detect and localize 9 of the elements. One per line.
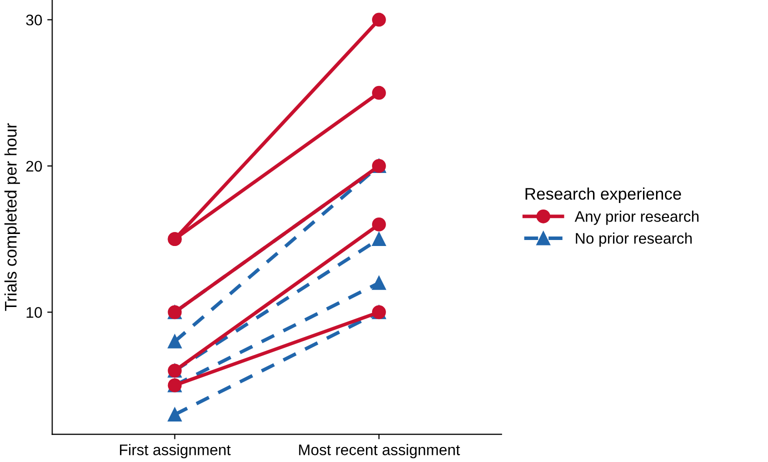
y-tick-label: 30 (26, 14, 42, 26)
legend-label: Any prior research (574, 210, 698, 225)
y-tick-label: 20 (26, 160, 42, 172)
y-axis-title: Trials completed per hour (4, 123, 20, 311)
x-tick-label: Most recent assignment (299, 444, 460, 458)
x-tick-label: First assignment (120, 444, 231, 458)
legend-title: Research experience (526, 187, 681, 204)
y-tick-label: 10 (26, 307, 42, 318)
legend-label: No prior research (576, 232, 692, 247)
